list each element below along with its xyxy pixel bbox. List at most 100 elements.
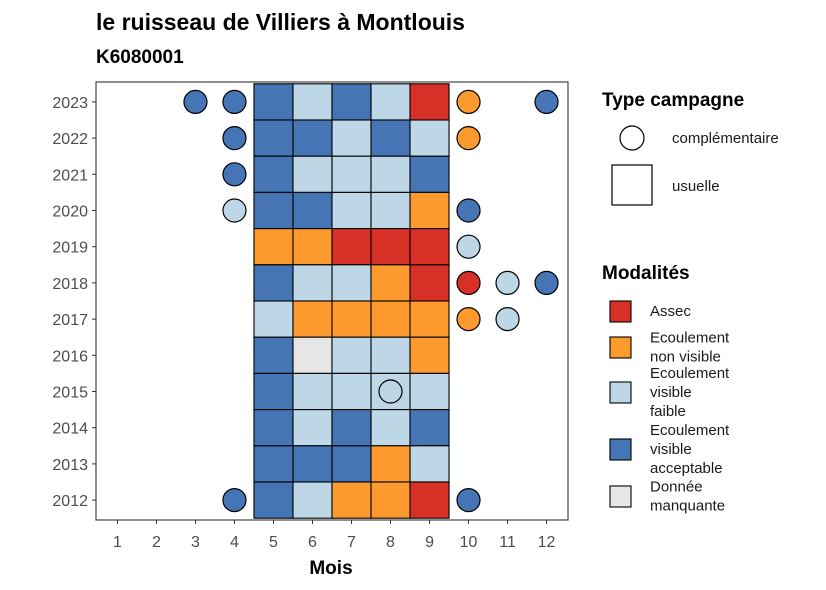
cell-2012-8 bbox=[370, 481, 411, 519]
cell-2014-7 bbox=[331, 409, 372, 447]
legend-label-complementaire: complémentaire bbox=[672, 130, 779, 147]
y-tick-label-2015: 2015 bbox=[52, 385, 88, 402]
y-tick-label-2020: 2020 bbox=[52, 204, 88, 221]
point-2018-11 bbox=[495, 270, 520, 295]
cell-2023-7 bbox=[331, 83, 372, 121]
legend-label-ecoulement-visible-acceptable-line-2: visible bbox=[650, 441, 692, 458]
cell-2021-6 bbox=[292, 155, 333, 193]
cell-2020-8 bbox=[370, 191, 411, 230]
cell-2023-8 bbox=[370, 83, 411, 121]
cell-2019-6 bbox=[292, 228, 333, 266]
cell-2021-9 bbox=[409, 155, 450, 193]
x-tick-label-3: 3 bbox=[191, 534, 200, 551]
cell-2018-7 bbox=[331, 264, 372, 302]
cell-2022-6 bbox=[292, 119, 333, 157]
legend-label-ecoulement-non-visible-line-2: non visible bbox=[650, 349, 721, 366]
point-2019-10 bbox=[456, 234, 481, 259]
complementaire-points bbox=[183, 89, 559, 513]
cell-2022-8 bbox=[370, 119, 411, 157]
point-2018-12 bbox=[534, 270, 559, 295]
y-tick-label-2023: 2023 bbox=[52, 95, 88, 112]
cell-2013-9 bbox=[409, 445, 450, 483]
y-tick-label-2013: 2013 bbox=[52, 457, 88, 474]
cell-2023-6 bbox=[292, 83, 333, 121]
cell-2017-5 bbox=[253, 300, 294, 338]
point-2021-4 bbox=[222, 162, 247, 187]
legend-label-ecoulement-non-visible-line-1: Ecoulement bbox=[650, 330, 730, 347]
plot-border bbox=[95, 81, 569, 521]
x-axis: 1 2 3 4 5 6 7 8 9 10 11 12 bbox=[113, 520, 556, 551]
x-tick-label-11: 11 bbox=[499, 534, 516, 551]
cell-2015-9 bbox=[409, 372, 450, 411]
point-2015-8 bbox=[378, 379, 403, 404]
cell-2019-7 bbox=[331, 228, 372, 266]
cell-2014-6 bbox=[292, 409, 333, 447]
cell-2013-6 bbox=[292, 445, 333, 483]
point-2022-10 bbox=[456, 126, 481, 151]
x-tick-label-12: 12 bbox=[538, 534, 556, 551]
cell-2020-9 bbox=[409, 191, 450, 230]
cell-2017-8 bbox=[370, 300, 411, 338]
cell-2016-5 bbox=[253, 336, 294, 374]
point-2012-4 bbox=[222, 487, 247, 513]
legend-key-donnee-manquante bbox=[609, 485, 632, 508]
cell-2016-9 bbox=[409, 336, 450, 374]
cell-2022-9 bbox=[409, 119, 450, 157]
cell-2013-5 bbox=[253, 445, 294, 483]
cell-2019-9 bbox=[409, 228, 450, 266]
y-tick-label-2017: 2017 bbox=[52, 312, 88, 329]
legend-key-assec bbox=[609, 300, 632, 323]
legend-label-ecoulement-visible-faible-line-3: faible bbox=[650, 403, 686, 420]
cell-2020-5 bbox=[253, 191, 294, 230]
cell-2016-8 bbox=[370, 336, 411, 374]
cell-2021-8 bbox=[370, 155, 411, 193]
point-2017-10 bbox=[456, 307, 481, 332]
x-tick-label-8: 8 bbox=[386, 534, 395, 551]
cell-2014-8 bbox=[370, 409, 411, 447]
y-tick-label-2021: 2021 bbox=[52, 167, 88, 184]
point-2020-4 bbox=[222, 198, 247, 223]
cell-2012-6 bbox=[292, 481, 333, 519]
y-tick-label-2019: 2019 bbox=[52, 240, 88, 257]
cell-2022-5 bbox=[253, 119, 294, 157]
x-tick-label-10: 10 bbox=[460, 534, 478, 551]
cell-2019-8 bbox=[370, 228, 411, 266]
cell-2020-6 bbox=[292, 191, 333, 230]
legend-label-donnee-manquante-line-1: Donnée bbox=[650, 479, 703, 496]
y-tick-label-2016: 2016 bbox=[52, 348, 88, 365]
cell-2019-5 bbox=[253, 228, 294, 266]
cell-2012-7 bbox=[331, 481, 372, 519]
cell-2015-6 bbox=[292, 372, 333, 411]
x-tick-label-6: 6 bbox=[308, 534, 317, 551]
point-2012-10 bbox=[456, 487, 481, 513]
cell-2022-7 bbox=[331, 119, 372, 157]
cell-2015-7 bbox=[331, 372, 372, 411]
y-axis: 2012 2013 2014 2015 2016 2017 2018 2019 2020 2021… bbox=[52, 95, 96, 510]
cell-2023-5 bbox=[253, 83, 294, 121]
usuelle-cells bbox=[253, 83, 450, 519]
cell-2021-7 bbox=[331, 155, 372, 193]
x-tick-label-4: 4 bbox=[230, 534, 239, 551]
legend-modalites-title: Modalités bbox=[602, 263, 690, 284]
legend-key-square bbox=[611, 164, 653, 206]
cell-2018-9 bbox=[409, 264, 450, 302]
cell-2014-9 bbox=[409, 409, 450, 447]
legend-label-ecoulement-visible-acceptable-line-3: acceptable bbox=[650, 460, 723, 477]
y-tick-label-2012: 2012 bbox=[52, 493, 88, 510]
y-tick-label-2022: 2022 bbox=[52, 131, 88, 148]
y-tick-label-2018: 2018 bbox=[52, 276, 88, 293]
cell-2018-6 bbox=[292, 264, 333, 302]
cell-2016-7 bbox=[331, 336, 372, 374]
cell-2018-8 bbox=[370, 264, 411, 302]
cell-2017-9 bbox=[409, 300, 450, 338]
cell-2013-8 bbox=[370, 445, 411, 483]
cell-2017-6 bbox=[292, 300, 333, 338]
legend-label-ecoulement-visible-faible-line-2: visible bbox=[650, 384, 692, 401]
cell-2021-5 bbox=[253, 155, 294, 193]
point-2023-10 bbox=[456, 89, 481, 115]
cell-2014-5 bbox=[253, 409, 294, 447]
point-2018-10 bbox=[456, 270, 481, 295]
x-tick-label-7: 7 bbox=[347, 534, 356, 551]
legend-key-ecoulement-visible-acceptable bbox=[609, 438, 632, 461]
